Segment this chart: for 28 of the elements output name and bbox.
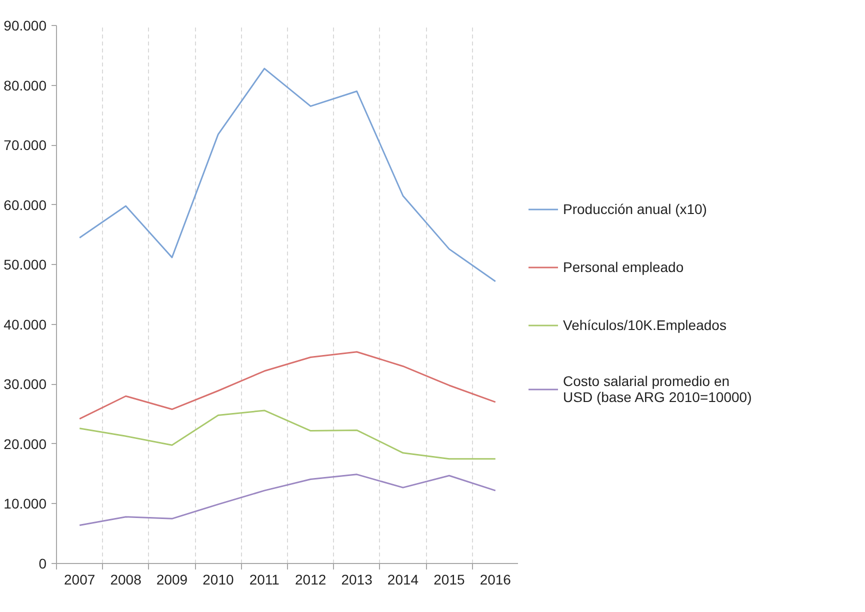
y-tick-label: 20.000 xyxy=(4,436,47,452)
x-tick-label: 2016 xyxy=(480,572,512,588)
legend-label: Vehículos/10K.Empleados xyxy=(563,316,726,332)
legend-label: Personal empleado xyxy=(563,258,684,274)
line-series xyxy=(78,68,496,282)
legend-label: Producción anual (x10) xyxy=(563,200,707,216)
y-tick-label: 60.000 xyxy=(4,196,47,213)
x-tick-label: 2015 xyxy=(434,572,465,588)
y-tick-label: 80.000 xyxy=(4,77,47,94)
x-tick-label: 2007 xyxy=(64,572,96,588)
y-tick-label: 0 xyxy=(38,556,47,572)
line-series xyxy=(78,410,496,460)
x-tick-label: 2013 xyxy=(341,572,373,588)
x-tick-label: 2008 xyxy=(110,572,142,588)
x-tick-label: 2011 xyxy=(249,572,280,588)
y-tick-label: 30.000 xyxy=(4,376,47,392)
y-tick-label: 10.000 xyxy=(4,496,47,512)
y-tick-label: 90.000 xyxy=(4,18,47,34)
line-series xyxy=(78,351,496,420)
x-tick-label: 2009 xyxy=(156,572,188,588)
y-tick-label: 50.000 xyxy=(4,256,47,273)
x-tick-label: 2012 xyxy=(295,572,326,588)
y-tick-label: 70.000 xyxy=(4,137,47,154)
line-series xyxy=(78,474,496,526)
x-tick-label: 2010 xyxy=(202,572,234,588)
y-tick-label: 40.000 xyxy=(4,316,47,332)
x-tick-label: 2014 xyxy=(387,572,419,588)
legend-label: Costo salarial promedio en USD (base ARG 2010=10000) xyxy=(563,372,752,404)
